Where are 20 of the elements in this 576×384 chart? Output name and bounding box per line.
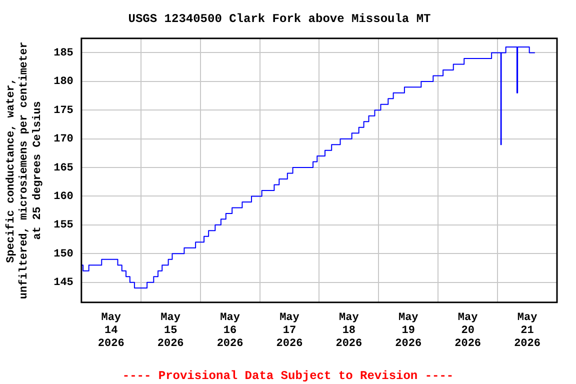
x-tick-label: May 20 2026 [454, 312, 482, 350]
y-tick-label: 185 [54, 48, 74, 60]
chart-title: USGS 12340500 Clark Fork above Missoula MT [128, 12, 431, 26]
y-tick-label: 170 [54, 134, 74, 146]
x-tick-label: May 16 2026 [216, 312, 244, 350]
y-tick-label: 180 [54, 76, 74, 88]
x-tick-label: May 15 2026 [157, 312, 184, 350]
x-tick-label: May 17 2026 [276, 312, 303, 350]
y-tick-label: 175 [54, 104, 74, 117]
y-tick-label: 155 [54, 220, 74, 232]
x-tick-label: May 14 2026 [98, 312, 124, 350]
y-tick-label: 150 [54, 248, 74, 260]
x-tick-label: May 19 2026 [395, 312, 422, 350]
y-tick-label: 145 [54, 277, 74, 290]
y-tick-label: 160 [54, 190, 74, 203]
x-tick-label: May 18 2026 [336, 312, 362, 350]
y-axis-title: Specific conductance, water, unfiltered, microsiemens per centimeter at 25 degrees Celsius [4, 42, 44, 300]
y-tick-label: 165 [54, 162, 74, 174]
x-tick-label: May 21 2026 [514, 312, 540, 350]
text: ---- Provisional Data Subject to Revision ---- [122, 369, 454, 383]
